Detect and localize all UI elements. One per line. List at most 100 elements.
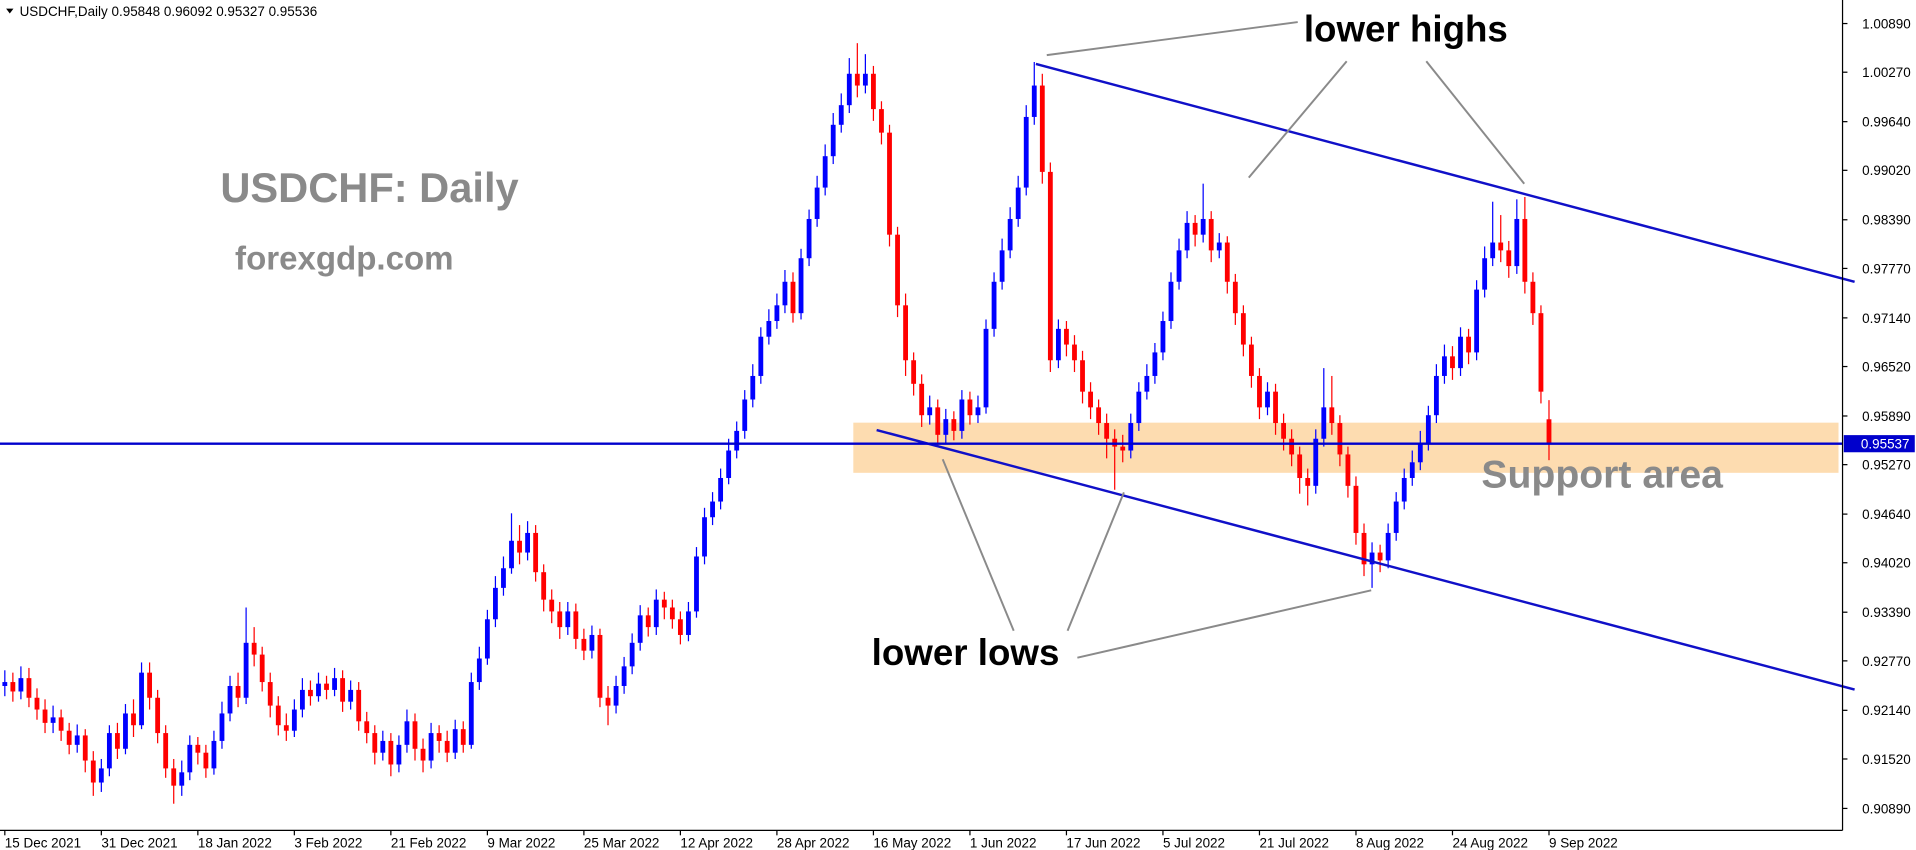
candle-body <box>1015 187 1021 219</box>
candle-body <box>1466 336 1471 353</box>
pointer-line <box>1425 60 1525 185</box>
candle-body <box>1240 313 1246 345</box>
candle-body <box>822 156 828 188</box>
y-tick-label: 0.99640 <box>1862 115 1911 130</box>
candle-body <box>163 733 169 769</box>
candle-body <box>171 768 177 786</box>
candle-body <box>1128 423 1134 451</box>
y-tick-label: 0.92770 <box>1862 654 1911 669</box>
annotation-lows: lower lows <box>872 632 1060 673</box>
candle-body <box>645 615 651 628</box>
candle-body <box>1120 446 1126 451</box>
watermark-site: forexgdp.com <box>235 240 453 277</box>
candle-body <box>710 501 715 518</box>
candle-body <box>299 689 305 710</box>
candle-body <box>903 305 909 361</box>
overlay-layer <box>0 62 1855 691</box>
candle-body <box>1329 407 1335 424</box>
candle-body <box>1152 352 1158 376</box>
x-tick-label: 1 Jun 2022 <box>970 836 1037 850</box>
candle-body <box>1369 552 1375 565</box>
annotation-lines <box>941 21 1525 659</box>
candle-body <box>621 666 627 686</box>
candle-body <box>766 321 772 337</box>
candle-body <box>468 682 474 745</box>
pointer-line <box>1066 491 1125 632</box>
candle-body <box>1216 242 1222 251</box>
candle-body <box>557 611 563 628</box>
candle-body <box>1184 222 1190 251</box>
annotation-highs: lower highs <box>1304 9 1508 50</box>
candle-body <box>975 407 981 416</box>
x-tick-label: 3 Feb 2022 <box>294 836 362 850</box>
x-tick-label: 21 Jul 2022 <box>1259 836 1329 850</box>
candle-body <box>694 556 699 612</box>
candle-body <box>1208 218 1214 251</box>
candle-body <box>1401 477 1407 502</box>
candle-body <box>734 430 740 451</box>
watermark-title: USDCHF: Daily <box>220 164 518 211</box>
candles-layer <box>2 43 1552 804</box>
y-tick-label: 0.92140 <box>1862 703 1911 718</box>
candle-body <box>66 730 72 745</box>
candle-body <box>758 336 764 376</box>
candle-body <box>967 399 973 416</box>
candle-body <box>34 697 40 710</box>
candle-body <box>460 729 466 745</box>
candle-body <box>1265 391 1270 408</box>
candle-body <box>1023 116 1029 188</box>
zone-label: Support area <box>1481 453 1724 496</box>
pointer-line <box>1077 589 1372 659</box>
candle-body <box>452 729 458 753</box>
candle-body <box>517 540 522 553</box>
candle-body <box>26 678 32 698</box>
candle-body <box>774 305 780 322</box>
candle-body <box>356 689 362 722</box>
y-tick-label: 0.99020 <box>1862 163 1911 178</box>
candle-body <box>484 619 490 659</box>
candle-body <box>1088 391 1093 408</box>
x-tick-label: 16 May 2022 <box>873 836 951 850</box>
candle-body <box>259 654 265 683</box>
candle-body <box>1232 281 1238 314</box>
candle-body <box>895 234 900 306</box>
candle-body <box>669 607 675 620</box>
candle-body <box>155 697 161 734</box>
candle-body <box>98 768 104 783</box>
candle-body <box>838 105 844 125</box>
candle-body <box>106 733 112 769</box>
candle-body <box>999 250 1005 282</box>
candle-body <box>814 187 820 219</box>
candle-body <box>123 713 128 749</box>
candle-body <box>702 517 707 557</box>
candle-body <box>919 383 925 416</box>
y-tick-label: 0.97140 <box>1862 311 1911 326</box>
x-tick-label: 31 Dec 2021 <box>101 836 177 850</box>
candle-body <box>324 683 329 690</box>
candle-body <box>1514 218 1520 267</box>
candle-body <box>291 709 297 731</box>
candle-body <box>1450 356 1455 369</box>
candle-body <box>943 419 949 435</box>
channel-line <box>876 428 1855 691</box>
candle-body <box>436 733 442 741</box>
candle-body <box>1393 501 1399 533</box>
candle-body <box>653 599 659 628</box>
candle-body <box>879 109 884 133</box>
candle-body <box>677 619 683 635</box>
y-tick-label: 0.97770 <box>1862 261 1911 276</box>
candle-body <box>1192 222 1198 235</box>
candle-body <box>637 615 643 643</box>
candle-body <box>565 611 571 628</box>
candle-body <box>597 634 603 698</box>
candle-body <box>1305 477 1311 486</box>
y-tick-label: 0.91520 <box>1862 752 1911 767</box>
candle-body <box>10 682 16 692</box>
candle-body <box>1273 391 1278 424</box>
candle-body <box>854 73 860 86</box>
candle-body <box>348 689 354 702</box>
x-tick-label: 5 Jul 2022 <box>1163 836 1225 850</box>
candle-body <box>380 740 386 753</box>
candle-body <box>1417 442 1423 463</box>
candle-body <box>1160 321 1166 353</box>
